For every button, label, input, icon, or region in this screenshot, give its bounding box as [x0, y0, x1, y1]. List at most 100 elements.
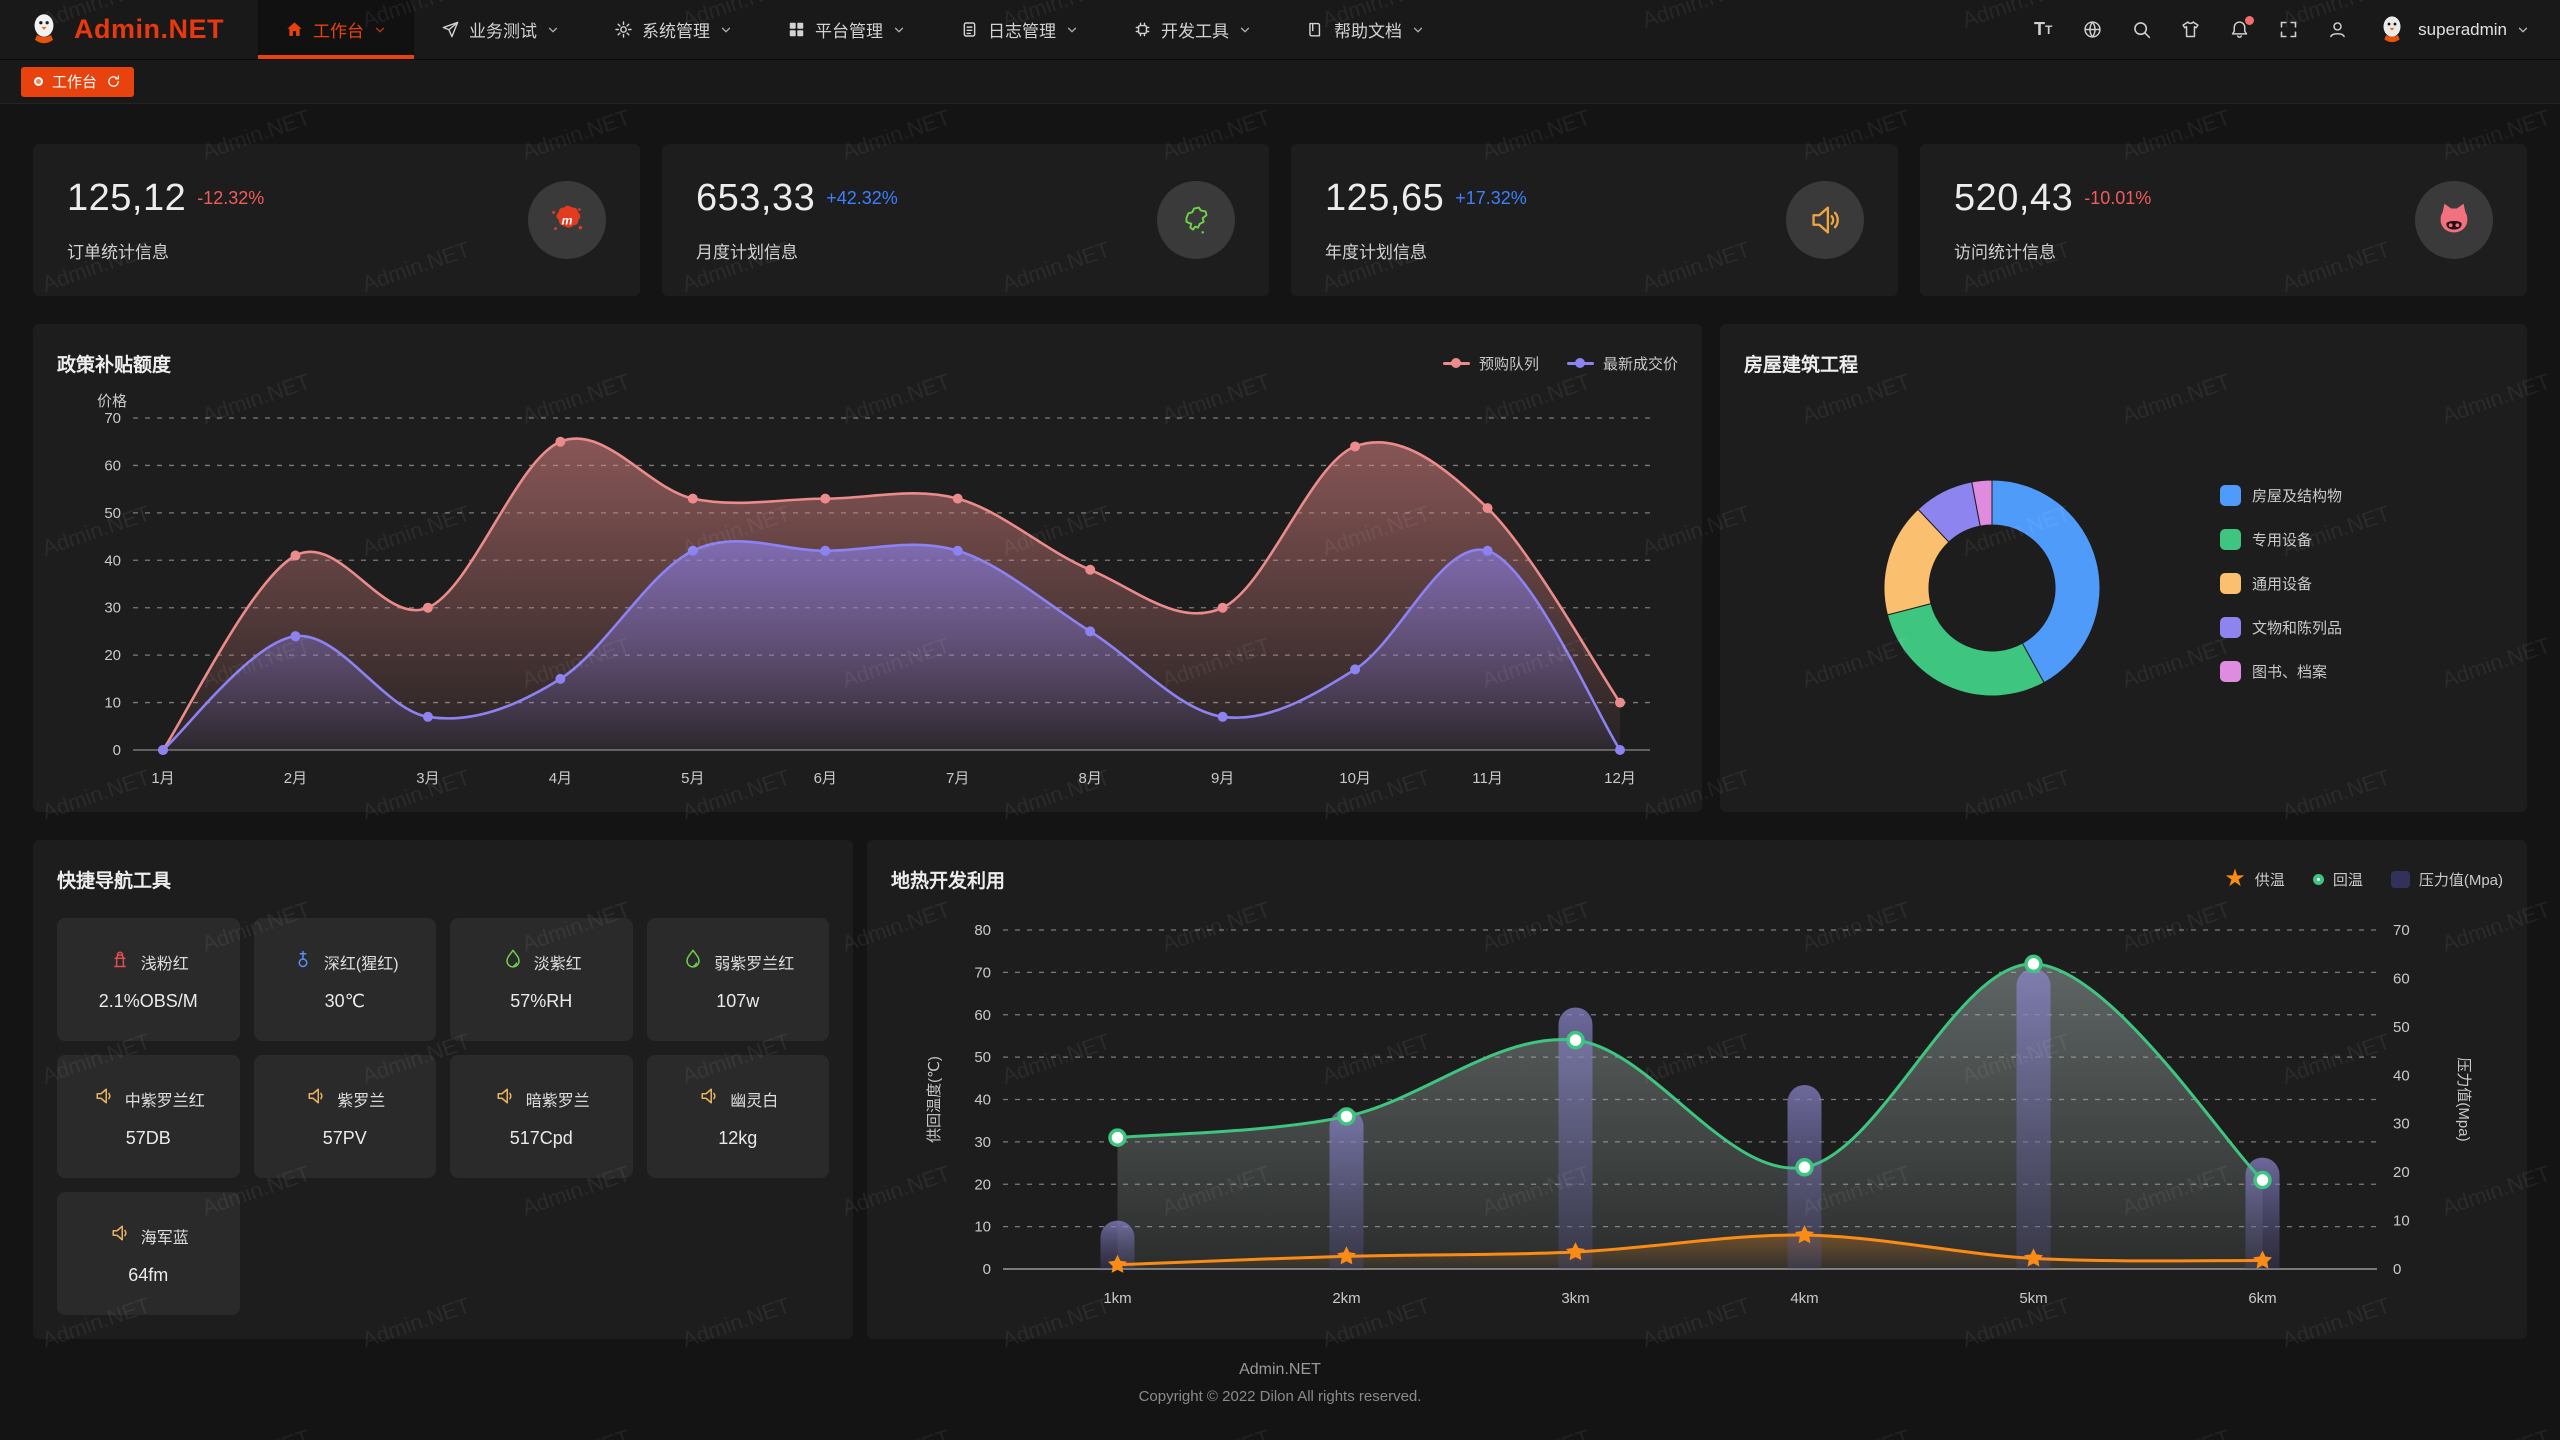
stat-value: 125,65	[1325, 177, 1445, 219]
notifications-bell-icon[interactable]	[2228, 15, 2255, 41]
donut-legend-item[interactable]: 图书、档案	[2220, 660, 2342, 682]
quick-nav-panel: 快捷导航工具 浅粉红 2.1%OBS/M 深红(猩红) 30℃ 淡紫红 57%RH 弱紫罗兰…	[33, 840, 853, 1339]
menu-item-dev-tools[interactable]: 开发工具	[1106, 0, 1279, 59]
svg-text:压力值(Mpa): 压力值(Mpa)	[2455, 1057, 2472, 1141]
svg-text:50: 50	[974, 1049, 991, 1066]
quick-nav-card[interactable]: 深红(猩红) 30℃	[253, 918, 436, 1041]
quick-nav-card[interactable]: 海军蓝 64fm	[57, 1192, 240, 1315]
china-map-icon	[1185, 206, 1208, 234]
tab-dot-icon	[34, 77, 43, 86]
svg-text:0: 0	[2393, 1261, 2401, 1278]
menu-item-platform-mgmt[interactable]: 平台管理	[760, 0, 933, 59]
subsidy-title: 政策补贴额度	[57, 354, 172, 376]
language-globe-icon[interactable]	[2081, 19, 2103, 41]
stat-icon-circle	[1157, 181, 1235, 259]
chevron-down-icon	[1240, 27, 1250, 33]
app-logo[interactable]: Admin.NET	[0, 0, 258, 59]
avatar	[2383, 15, 2401, 42]
quick-nav-card[interactable]: 幽灵白 12kg	[646, 1055, 829, 1178]
volume-icon	[108, 1221, 132, 1250]
legend-label: 压力值(Mpa)	[2418, 871, 2503, 889]
geothermal-mixed-chart: 0 10 20 30 40 50 60 70 80 0 10 20 30 40 50 60 70 供回温度(℃) 压…	[926, 922, 2472, 1307]
stat-card-orders[interactable]: 125,12 -12.32% 订单统计信息 m	[33, 144, 640, 296]
footer-copyright: Copyright © 2022 Dilon All rights reserv…	[1138, 1388, 1422, 1405]
legend-item[interactable]: ★ 供温	[2224, 867, 2285, 891]
svg-text:30: 30	[974, 1134, 991, 1151]
app-title: Admin.NET	[74, 14, 224, 44]
donut-legend-item[interactable]: 文物和陈列品	[2220, 616, 2342, 638]
quick-card-name: 浅粉红	[140, 955, 189, 973]
svg-text:11月: 11月	[1472, 770, 1503, 787]
legend-swatch	[2220, 484, 2241, 506]
quick-card-value: 57%RH	[510, 991, 573, 1011]
geothermal-legend: ★ 供温 回温 压力值(Mpa)	[2224, 867, 2503, 891]
svg-text:40: 40	[2393, 1067, 2410, 1084]
svg-text:7月: 7月	[946, 770, 969, 787]
hydrant-icon	[108, 947, 132, 976]
stat-cards-row: 125,12 -12.32% 订单统计信息 m 653,33 +42.32% 月度计划信息 1…	[33, 144, 2527, 296]
legend-item[interactable]: 压力值(Mpa)	[2390, 869, 2503, 890]
legend-swatch	[2220, 616, 2241, 638]
stat-icon-circle	[1786, 181, 1864, 259]
tab-label: 工作台	[52, 74, 98, 91]
quick-card-name: 紫罗兰	[337, 1092, 386, 1110]
home-icon	[287, 22, 302, 36]
quick-nav-card[interactable]: 浅粉红 2.1%OBS/M	[57, 918, 240, 1041]
user-menu[interactable]: superadmin	[2375, 13, 2530, 47]
search-icon[interactable]	[2130, 19, 2152, 41]
main-content: 125,12 -12.32% 订单统计信息 m 653,33 +42.32% 月度计划信息 1…	[0, 144, 2560, 1435]
legend-item[interactable]: 回温	[2312, 869, 2363, 890]
menu-item-log-mgmt[interactable]: 日志管理	[933, 0, 1106, 59]
quick-nav-card[interactable]: 紫罗兰 57PV	[253, 1055, 436, 1178]
donut-legend-item[interactable]: 房屋及结构物	[2220, 484, 2342, 506]
tab-workbench[interactable]: 工作台	[21, 66, 135, 97]
footer: Admin.NET Copyright © 2022 Dilon All rig…	[33, 1339, 2527, 1435]
svg-text:30: 30	[2393, 1116, 2410, 1133]
bottom-row: 快捷导航工具 浅粉红 2.1%OBS/M 深红(猩红) 30℃ 淡紫红 57%RH 弱紫罗兰…	[33, 840, 2527, 1339]
fullscreen-icon[interactable]	[2277, 19, 2299, 41]
legend-item[interactable]: 预购队列	[1442, 353, 1539, 374]
menu-item-business-test[interactable]: 业务测试	[414, 0, 587, 59]
legend-swatch	[2220, 528, 2241, 550]
menu-item-help-docs[interactable]: 帮助文档	[1279, 0, 1452, 59]
svg-text:6月: 6月	[814, 770, 837, 787]
stat-card-visits[interactable]: 520,43 -10.01% 访问统计信息	[1920, 144, 2527, 296]
stat-card-yearly-plan[interactable]: 125,65 +17.32% 年度计划信息	[1291, 144, 1898, 296]
menu-item-label: 日志管理	[988, 22, 1056, 41]
svg-text:10: 10	[104, 695, 121, 712]
volume-icon	[304, 1084, 328, 1113]
stat-card-monthly-plan[interactable]: 653,33 +42.32% 月度计划信息	[662, 144, 1269, 296]
stat-value: 520,43	[1954, 177, 2074, 219]
quick-card-value: 57DB	[125, 1128, 171, 1148]
chevron-down-icon	[2518, 27, 2528, 33]
legend-label: 最新成交价	[1602, 355, 1678, 373]
legend-label: 通用设备	[2252, 575, 2313, 593]
quick-nav-card[interactable]: 弱紫罗兰红 107w	[646, 918, 829, 1041]
chevron-down-icon	[1067, 27, 1077, 33]
svg-text:3月: 3月	[416, 770, 439, 787]
quick-nav-card[interactable]: 中紫罗兰红 57DB	[57, 1055, 240, 1178]
chevron-down-icon	[548, 27, 558, 33]
menu-item-system-mgmt[interactable]: 系统管理	[587, 0, 760, 59]
svg-text:价格: 价格	[97, 393, 127, 410]
stat-label: 年度计划信息	[1325, 243, 1427, 262]
tab-refresh-icon[interactable]	[106, 74, 121, 89]
svg-text:10: 10	[974, 1219, 991, 1236]
thermometer-icon	[291, 947, 315, 976]
donut-legend-item[interactable]: 通用设备	[2220, 572, 2342, 594]
chip-icon	[1135, 22, 1150, 37]
logo-penguin-icon	[34, 13, 54, 43]
quick-nav-grid: 浅粉红 2.1%OBS/M 深红(猩红) 30℃ 淡紫红 57%RH 弱紫罗兰红 107w 中紫…	[57, 918, 829, 1315]
quick-card-name: 中紫罗兰红	[124, 1092, 205, 1110]
legend-label: 图书、档案	[2252, 663, 2328, 681]
svg-text:4km: 4km	[1790, 1290, 1818, 1307]
menu-item-workbench[interactable]: 工作台	[258, 0, 414, 59]
theme-shirt-icon[interactable]	[2179, 19, 2201, 41]
legend-item[interactable]: 最新成交价	[1566, 353, 1678, 374]
quick-nav-card[interactable]: 暗紫罗兰 517Cpd	[450, 1055, 633, 1178]
svg-text:9月: 9月	[1211, 770, 1234, 787]
profile-icon[interactable]	[2326, 19, 2348, 41]
quick-nav-card[interactable]: 淡紫红 57%RH	[450, 918, 633, 1041]
donut-legend-item[interactable]: 专用设备	[2220, 528, 2342, 550]
